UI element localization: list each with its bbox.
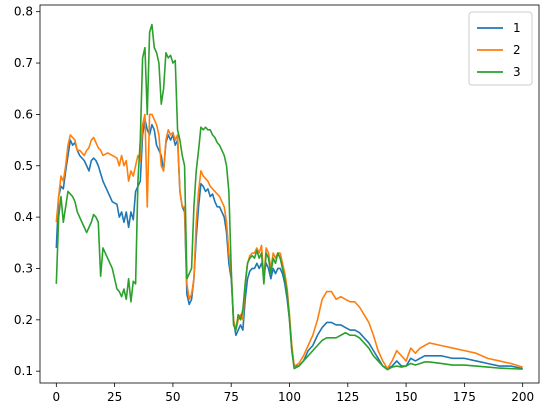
axis-ticks: 0 25 50 75 100 125 150 175 200 0.1 0.2 0.3 0.4 0.5 0.6… [14,5,534,404]
x-tick-label: 175 [453,390,476,404]
y-tick-label: 0.5 [14,159,33,173]
y-tick-label: 0.1 [14,364,33,378]
series-line-3 [55,23,523,371]
x-tick-label: 50 [165,390,180,404]
legend-label-1: 1 [513,21,521,35]
y-tick-label: 0.8 [14,5,33,19]
series-lines [55,23,523,371]
y-tick-label: 0.3 [14,261,33,275]
y-tick-label: 0.7 [14,56,33,70]
legend-label-3: 3 [513,65,521,79]
x-tick-label: 25 [107,390,122,404]
legend-box [468,11,533,86]
series-line-1 [55,118,523,370]
x-tick-label: 125 [336,390,359,404]
series-line-2 [55,113,523,370]
y-tick-label: 0.4 [14,210,33,224]
plot-frame [39,4,540,384]
x-tick-label: 75 [224,390,239,404]
x-tick-label: 150 [395,390,418,404]
x-tick-label: 200 [511,390,534,404]
legend: 1 2 3 [468,11,533,86]
y-tick-label: 0.6 [14,107,33,121]
x-tick-label: 100 [278,390,301,404]
legend-label-2: 2 [513,43,521,57]
y-tick-label: 0.2 [14,313,33,327]
x-tick-label: 0 [53,390,61,404]
